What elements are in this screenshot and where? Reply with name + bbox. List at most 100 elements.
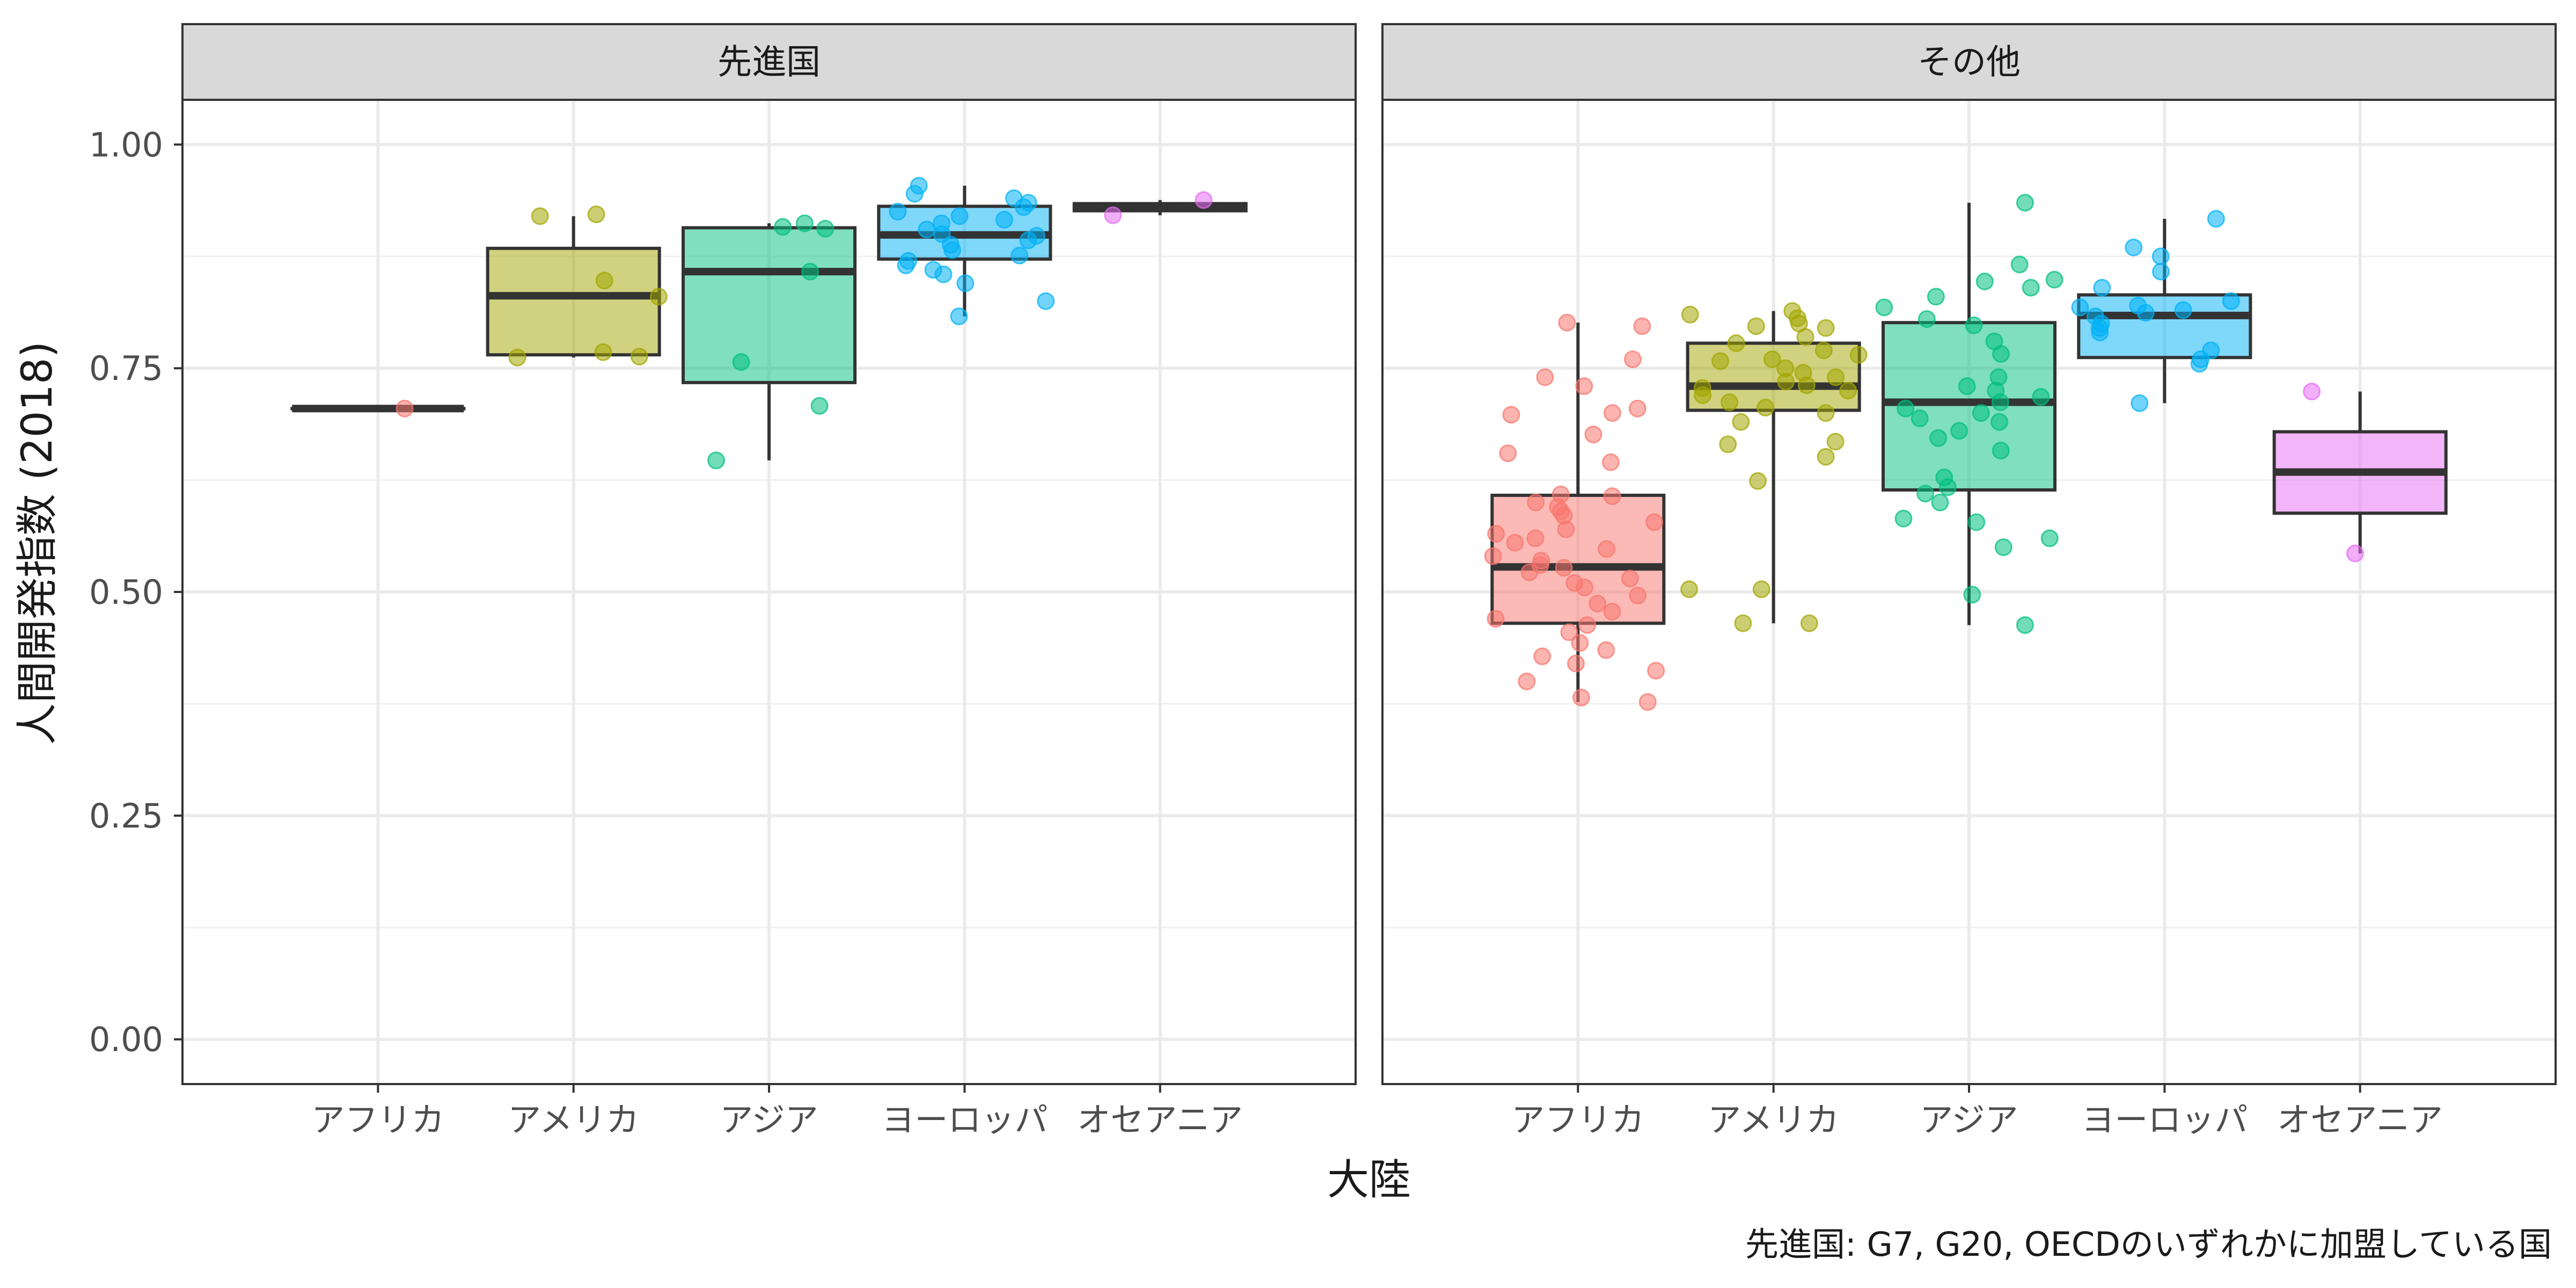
- data-point: [918, 221, 936, 239]
- data-point: [630, 348, 648, 366]
- data-point: [1800, 614, 1818, 632]
- data-point: [1777, 372, 1795, 391]
- facet-strip-label: 先進国: [718, 43, 821, 83]
- data-point: [1621, 569, 1639, 588]
- data-point: [2016, 194, 2034, 212]
- data-point: [1558, 313, 1576, 332]
- data-point: [1827, 368, 1845, 386]
- data-point: [1963, 586, 1981, 604]
- data-point: [897, 256, 915, 274]
- points-layer: [396, 177, 2364, 711]
- data-point: [2022, 279, 2040, 297]
- data-point: [1719, 435, 1737, 453]
- data-point: [1572, 689, 1590, 707]
- data-point: [2152, 262, 2170, 281]
- y-tick-label: 0.25: [89, 796, 163, 836]
- data-point: [1747, 317, 1765, 335]
- data-point: [1849, 346, 1868, 364]
- y-tick-label: 0.75: [89, 349, 163, 388]
- data-point: [1195, 191, 1213, 209]
- data-point: [531, 207, 549, 225]
- data-point: [2091, 323, 2109, 341]
- x-tick-label: アフリカ: [311, 1100, 444, 1139]
- data-point: [1633, 317, 1651, 335]
- data-point: [816, 219, 835, 238]
- data-point: [2303, 383, 2321, 401]
- data-point: [1645, 513, 1663, 531]
- x-axis-title: 大陸: [1327, 1156, 1411, 1204]
- data-point: [1958, 377, 1976, 396]
- y-axis-title: 人間開発指数 (2018): [13, 341, 62, 745]
- data-point: [1555, 559, 1573, 577]
- data-point: [2045, 270, 2063, 289]
- data-point: [1938, 478, 1957, 496]
- data-point: [1487, 610, 1505, 628]
- data-point: [2032, 388, 2050, 406]
- data-point: [1571, 634, 1589, 652]
- data-point: [795, 214, 814, 232]
- data-point: [2093, 279, 2111, 297]
- facet-strip: [1381, 23, 2557, 101]
- data-point: [2125, 238, 2143, 257]
- x-tick-label: アメリカ: [508, 1100, 639, 1139]
- data-point: [1814, 341, 1833, 360]
- box-アジア: [682, 226, 857, 384]
- data-point: [1487, 525, 1505, 543]
- data-point: [1929, 429, 1948, 447]
- data-point: [1680, 580, 1699, 598]
- x-tick-label: ヨーロッパ: [2081, 1100, 2248, 1139]
- data-point: [396, 399, 414, 418]
- data-point: [1796, 328, 1814, 346]
- data-point: [1557, 520, 1575, 538]
- data-point: [1763, 350, 1781, 369]
- data-point: [1019, 231, 1037, 250]
- data-point: [1575, 377, 1593, 396]
- data-point: [587, 205, 605, 223]
- data-point: [2010, 255, 2029, 274]
- data-point: [1967, 513, 1986, 531]
- data-point: [1011, 246, 1029, 265]
- data-point: [1484, 547, 1502, 565]
- data-point: [1931, 493, 1949, 511]
- data-point: [1560, 623, 1578, 641]
- data-point: [1037, 292, 1055, 310]
- data-point: [1711, 352, 1730, 370]
- data-point: [1911, 409, 1929, 428]
- data-point: [1629, 587, 1647, 605]
- data-point: [1752, 580, 1770, 598]
- data-point: [2071, 298, 2089, 317]
- data-point: [1584, 426, 1602, 444]
- x-tick-label: アメリカ: [1708, 1100, 1839, 1139]
- data-point: [1578, 616, 1597, 634]
- data-point: [1992, 345, 2010, 363]
- data-point: [943, 241, 962, 259]
- data-point: [1518, 672, 1536, 691]
- data-point: [2174, 301, 2192, 319]
- data-point: [905, 185, 924, 203]
- data-point: [595, 272, 613, 290]
- data-point: [1721, 393, 1739, 412]
- data-point: [1727, 334, 1745, 352]
- data-point: [1576, 579, 1594, 597]
- facet-strip-label: その他: [1918, 43, 2021, 83]
- x-tick-label: オセアニア: [2277, 1100, 2443, 1139]
- data-point: [1520, 563, 1539, 581]
- data-point: [1694, 386, 1712, 404]
- data-point: [1975, 272, 1994, 290]
- data-point: [1894, 509, 1913, 528]
- caption: 先進国: G7, G20, OECDのいずれかに加盟している国: [1745, 1225, 2552, 1264]
- y-tick-label: 1.00: [89, 125, 163, 164]
- data-point: [1897, 399, 1915, 418]
- data-point: [2151, 247, 2170, 266]
- data-point: [1817, 319, 1835, 337]
- data-point: [1797, 376, 1816, 394]
- data-point: [1918, 310, 1936, 328]
- data-point: [1734, 614, 1752, 632]
- data-point: [508, 348, 526, 367]
- data-point: [1603, 487, 1621, 506]
- data-point: [934, 265, 953, 283]
- data-point: [1567, 654, 1585, 672]
- x-tick-label: ヨーロッパ: [881, 1100, 1048, 1139]
- data-point: [1601, 453, 1620, 471]
- data-point: [1598, 540, 1616, 558]
